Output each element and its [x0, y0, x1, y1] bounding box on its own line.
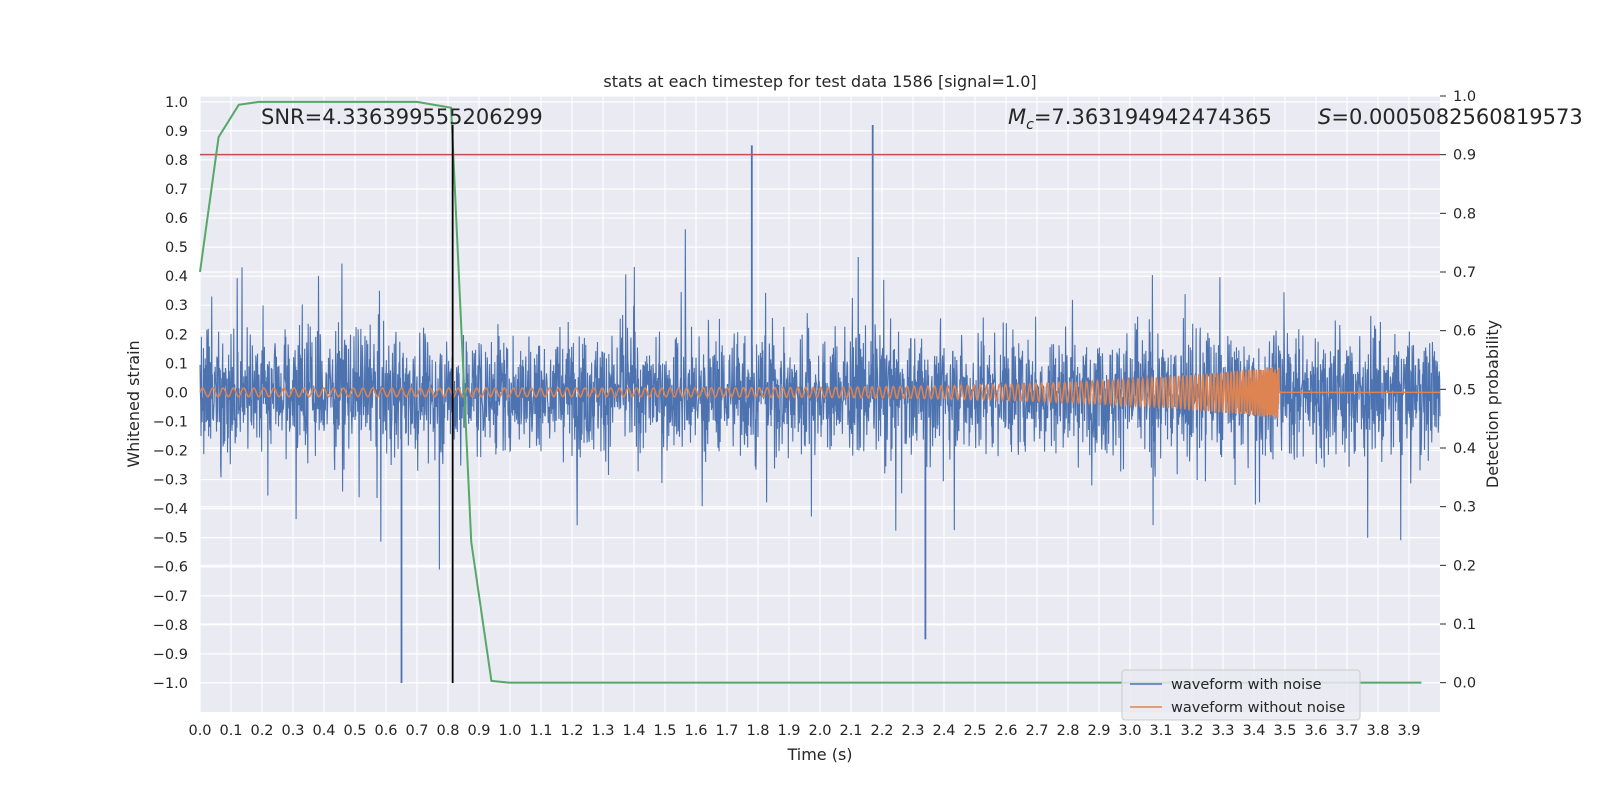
y-tick-label: −0.7: [153, 589, 188, 605]
legend-label-noise: waveform with noise: [1171, 677, 1322, 693]
y-tick-label: −0.6: [153, 560, 188, 576]
series-layer: [199, 100, 1441, 684]
y-tick-label: 0.4: [165, 269, 188, 285]
x-tick-label: 0.1: [219, 723, 242, 739]
clean-waveform-line: [199, 367, 1440, 419]
y-tick-label: −0.1: [153, 414, 188, 430]
x-tick-label: 2.7: [1025, 723, 1048, 739]
x-tick-label: 3.9: [1397, 723, 1420, 739]
y2-tick-label: 0.2: [1453, 558, 1476, 574]
y-axis-label: Whitened strain: [124, 340, 143, 467]
snr-annotation: SNR=4.336399555206299: [261, 105, 543, 129]
y2-tick-label: 0.9: [1453, 148, 1476, 164]
y-tick-label: 0.6: [165, 211, 188, 227]
x-tick-label: 1.5: [653, 723, 676, 739]
chirp-mass-value: =7.363194942474365: [1034, 105, 1272, 129]
x-tick-label: 3.1: [1149, 723, 1172, 739]
x-tick-label: 0.9: [467, 723, 490, 739]
y-gridlines: [200, 101, 1440, 684]
x-tick-label: 1.1: [529, 723, 552, 739]
x-tick-label: 1.9: [777, 723, 800, 739]
x-tick-label: 2.8: [1056, 723, 1079, 739]
y-tick-label: −0.3: [153, 473, 188, 489]
y2-tick-label: 0.7: [1453, 265, 1476, 281]
y2-tick-label: 0.4: [1453, 441, 1476, 457]
x-tick-label: 1.4: [622, 723, 645, 739]
y-tick-label: −1.0: [153, 676, 188, 692]
y-tick-label: −0.5: [153, 531, 188, 547]
legend: waveform with noise waveform without noi…: [1121, 669, 1361, 721]
x-tick-label: 0.6: [374, 723, 397, 739]
x-tick-label: 2.9: [1087, 723, 1110, 739]
y2-tick-label: 0.1: [1453, 617, 1476, 633]
x-tick-label: 3.2: [1180, 723, 1203, 739]
y-tick-label: −0.9: [153, 647, 188, 663]
x-tick-label: 3.8: [1366, 723, 1389, 739]
x-axis-label: Time (s): [786, 745, 852, 764]
legend-box: [1121, 669, 1361, 721]
x-tick-label: 1.6: [684, 723, 707, 739]
y-tick-label: 0.9: [165, 124, 188, 140]
y-tick-label: 0.3: [165, 298, 188, 314]
x-tick-label: 0.4: [312, 723, 335, 739]
x-tick-label: 3.5: [1273, 723, 1296, 739]
chirp-mass-subscript: c: [1026, 117, 1034, 133]
x-tick-label: 2.4: [932, 723, 955, 739]
x-tick-label: 2.1: [839, 723, 862, 739]
x-tick-labels: 0.0 0.1 0.2 0.3 0.4 0.5 0.6 0.7 0.8 0.9 1.0 1.1 1.2 1…: [188, 723, 1420, 739]
y-tick-label: 0.5: [165, 240, 188, 256]
y-tick-label: 1.0: [165, 95, 188, 111]
chart-title: stats at each timestep for test data 158…: [603, 72, 1036, 91]
s-symbol: S: [1318, 105, 1331, 129]
detection-probability-line: [199, 100, 1422, 684]
y-tick-label: −0.2: [153, 443, 188, 459]
chirp-mass-symbol: M: [1008, 105, 1026, 129]
x-tick-label: 3.7: [1335, 723, 1358, 739]
y2-tick-label: 0.5: [1453, 382, 1476, 398]
x-tick-label: 1.7: [715, 723, 738, 739]
y2-tick-labels: 1.0 0.9 0.8 0.7 0.6 0.5 0.4 0.3 0.2 0.1 0.0: [1453, 89, 1476, 692]
y-tick-label: −0.4: [153, 502, 188, 518]
x-tick-label: 2.2: [870, 723, 893, 739]
x-tick-label: 1.2: [560, 723, 583, 739]
x-tick-label: 0.2: [250, 723, 273, 739]
x-tick-label: 0.7: [405, 723, 428, 739]
x-tick-label: 3.0: [1118, 723, 1141, 739]
s-annotation: S=0.0005082560819573: [1318, 105, 1583, 129]
x-tick-label: 2.5: [963, 723, 986, 739]
x-tick-label: 1.8: [746, 723, 769, 739]
x-tick-label: 3.4: [1242, 723, 1265, 739]
y-tick-label: −0.8: [153, 618, 188, 634]
x-tick-label: 1.0: [498, 723, 521, 739]
chirp-mass-annotation: Mc=7.363194942474365: [1008, 105, 1272, 133]
y2-axis-label: Detection probability: [1483, 320, 1502, 488]
y2-tick-label: 1.0: [1453, 89, 1476, 105]
y2-tick-label: 0.0: [1453, 676, 1476, 692]
x-tick-label: 3.3: [1211, 723, 1234, 739]
y2-tick-label: 0.8: [1453, 206, 1476, 222]
y-tick-label: 0.8: [165, 153, 188, 169]
y-tick-label: 0.7: [165, 182, 188, 198]
y2-tick-label: 0.6: [1453, 324, 1476, 340]
legend-label-clean: waveform without noise: [1171, 700, 1345, 716]
x-tick-label: 2.6: [994, 723, 1017, 739]
y-tick-label: 0.1: [165, 356, 188, 372]
x-tick-label: 0.3: [281, 723, 304, 739]
y-tick-label: 0.0: [165, 385, 188, 401]
y-tick-label: 0.2: [165, 327, 188, 343]
x-tick-label: 2.0: [808, 723, 831, 739]
y-tick-labels: 1.0 0.9 0.8 0.7 0.6 0.5 0.4 0.3 0.2 0.1 0.0 −0.1 −0.…: [153, 95, 188, 692]
x-tick-label: 2.3: [901, 723, 924, 739]
x-tick-label: 1.3: [591, 723, 614, 739]
s-value: =0.0005082560819573: [1331, 105, 1582, 129]
x-tick-label: 3.6: [1304, 723, 1327, 739]
x-tick-label: 0.0: [188, 723, 211, 739]
y2-tick-label: 0.3: [1453, 500, 1476, 516]
x-tick-label: 0.8: [436, 723, 459, 739]
x-tick-label: 0.5: [343, 723, 366, 739]
